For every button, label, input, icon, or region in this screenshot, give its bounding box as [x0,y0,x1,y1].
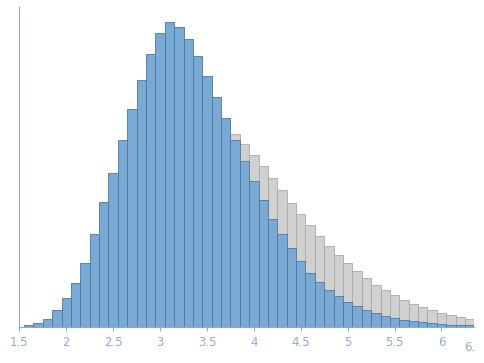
Bar [165,127,174,327]
Bar [258,200,268,327]
Bar [390,318,399,327]
Bar [230,134,240,327]
Bar [437,324,446,327]
Bar [80,263,90,327]
Bar [146,54,155,327]
Bar [362,278,371,327]
Bar [399,300,408,327]
Bar [333,255,343,327]
Bar [24,325,33,327]
Bar [212,119,221,327]
Bar [127,185,136,327]
Bar [446,315,455,327]
Bar [230,140,240,327]
Bar [61,298,71,327]
Bar [174,121,183,327]
Bar [324,246,333,327]
Bar [212,97,221,327]
Bar [277,234,287,327]
Bar [43,319,52,327]
Bar [380,290,390,327]
Bar [24,326,33,327]
Bar [427,323,437,327]
Bar [174,27,183,327]
Text: 6.: 6. [464,340,475,354]
Bar [90,264,99,327]
Bar [193,56,202,327]
Bar [343,302,352,327]
Bar [33,324,43,327]
Bar [108,173,118,327]
Bar [127,109,136,327]
Bar [118,140,127,327]
Bar [221,118,230,327]
Bar [118,205,127,327]
Bar [408,321,418,327]
Bar [146,151,155,327]
Bar [71,294,80,327]
Bar [90,234,99,327]
Bar [343,264,352,327]
Bar [408,304,418,327]
Bar [155,138,165,327]
Bar [202,76,212,327]
Bar [108,226,118,327]
Bar [333,296,343,327]
Bar [183,116,193,327]
Bar [390,295,399,327]
Bar [427,310,437,327]
Bar [277,191,287,327]
Bar [474,320,484,327]
Bar [52,314,61,327]
Bar [193,114,202,327]
Bar [136,167,146,327]
Bar [324,290,333,327]
Bar [99,202,108,327]
Bar [33,323,43,327]
Bar [352,306,362,327]
Bar [305,225,315,327]
Bar [240,161,249,327]
Bar [249,181,258,327]
Bar [362,310,371,327]
Bar [155,33,165,327]
Bar [268,219,277,327]
Bar [165,23,174,327]
Bar [268,178,277,327]
Bar [371,313,380,327]
Bar [418,307,427,327]
Bar [465,319,474,327]
Bar [315,282,324,327]
Bar [305,273,315,327]
Bar [455,317,465,327]
Bar [61,305,71,327]
Bar [465,326,474,327]
Bar [437,313,446,327]
Bar [380,316,390,327]
Bar [80,281,90,327]
Bar [287,203,296,327]
Bar [99,246,108,327]
Bar [183,39,193,327]
Bar [371,285,380,327]
Bar [287,248,296,327]
Bar [43,320,52,327]
Bar [446,325,455,327]
Bar [418,322,427,327]
Bar [455,325,465,327]
Bar [202,115,212,327]
Bar [71,282,80,327]
Bar [136,80,146,327]
Bar [315,236,324,327]
Bar [52,310,61,327]
Bar [240,143,249,327]
Bar [352,271,362,327]
Bar [258,166,268,327]
Bar [296,261,305,327]
Bar [296,214,305,327]
Bar [399,320,408,327]
Bar [249,155,258,327]
Bar [221,125,230,327]
Bar [474,326,484,327]
